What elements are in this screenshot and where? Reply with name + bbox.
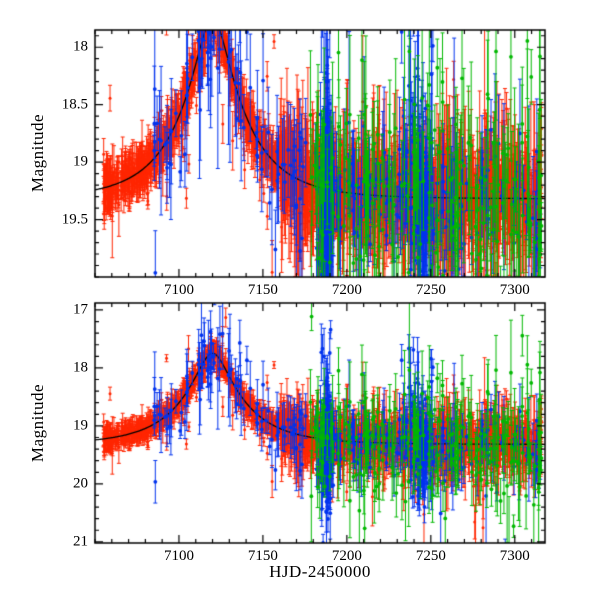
- y-axis-label-bottom: Magnitude: [28, 383, 47, 463]
- x-tick-label: 7150: [247, 282, 278, 298]
- x-tick-label: 7300: [499, 282, 530, 298]
- y-tick-label: 20: [73, 475, 88, 492]
- x-tick-label: 7200: [331, 548, 362, 564]
- y-tick-label: 17: [73, 301, 88, 318]
- y-axis-label-top: Magnitude: [28, 113, 47, 193]
- x-tick-label: 7250: [415, 282, 446, 298]
- x-tick-label: 7300: [499, 548, 530, 564]
- y-tick-label: 19: [73, 417, 88, 434]
- y-tick-label: 21: [73, 533, 88, 550]
- y-tick-label: 18: [73, 359, 88, 376]
- x-tick-label: 7100: [163, 282, 194, 298]
- y-tick-label: 18.5: [61, 96, 88, 113]
- x-tick-label: 7150: [247, 548, 278, 564]
- x-tick-label: 7250: [415, 548, 446, 564]
- x-tick-label: 7200: [331, 282, 362, 298]
- x-axis-label: HJD-2450000: [269, 562, 371, 581]
- y-tick-label: 19: [73, 153, 88, 170]
- x-tick-label: 7100: [163, 548, 194, 564]
- y-tick-label: 18: [73, 38, 88, 55]
- y-tick-label: 19.5: [61, 211, 88, 228]
